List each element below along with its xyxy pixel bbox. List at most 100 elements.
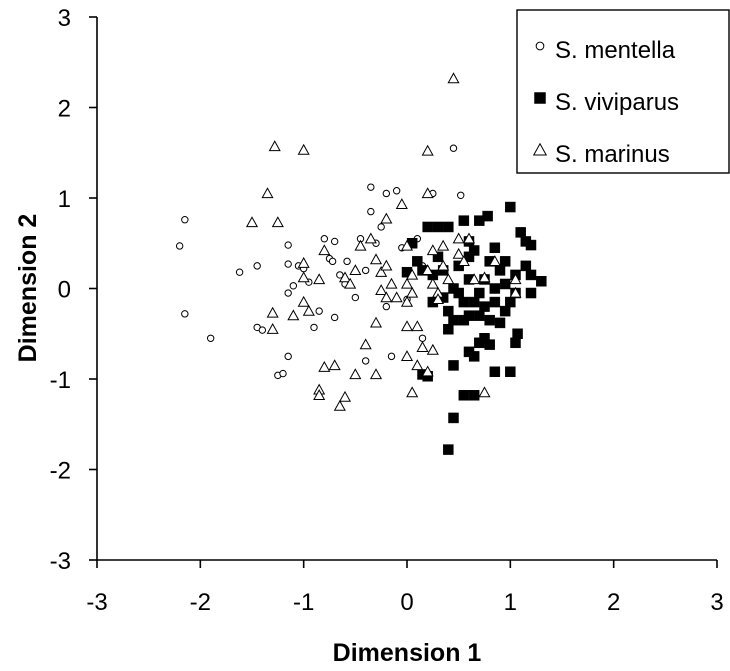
point-s-marinus: [457, 255, 470, 267]
point-s-marinus: [395, 198, 408, 209]
point-s-marinus: [328, 359, 341, 371]
point-s-mentella: [330, 313, 339, 322]
point-s-mentella: [351, 293, 360, 302]
x-tick-label: 0: [400, 589, 413, 616]
point-s-mentella: [284, 241, 292, 249]
point-s-mentella: [418, 334, 427, 342]
point-s-marinus: [313, 273, 326, 285]
y-axis-title: Dimension 2: [14, 214, 42, 363]
point-s-viviparus: [474, 337, 485, 349]
point-s-viviparus: [510, 337, 521, 349]
point-s-marinus: [268, 140, 281, 152]
legend: S. mentella S. viviparus S. marinus: [516, 9, 730, 174]
point-s-mentella: [382, 189, 391, 198]
legend-box: [516, 9, 730, 174]
point-s-viviparus: [468, 296, 480, 308]
point-s-mentella: [382, 302, 391, 311]
point-s-viviparus: [499, 278, 511, 290]
point-s-viviparus: [474, 287, 485, 299]
point-s-viviparus: [482, 210, 493, 222]
point-s-viviparus: [443, 305, 454, 317]
point-s-viviparus: [494, 317, 506, 329]
point-s-marinus: [380, 212, 393, 224]
point-s-mentella: [320, 235, 329, 243]
point-s-viviparus: [499, 305, 511, 317]
point-s-viviparus: [489, 283, 501, 294]
point-s-mentella: [175, 242, 184, 250]
point-s-viviparus: [458, 215, 470, 226]
point-s-marinus: [349, 368, 362, 380]
point-s-marinus: [437, 259, 450, 271]
y-tick-label: -1: [50, 367, 71, 394]
point-s-mentella: [330, 237, 339, 246]
point-s-mentella: [367, 207, 375, 216]
point-s-mentella: [361, 357, 370, 365]
point-s-marinus: [411, 320, 424, 332]
point-s-marinus: [462, 232, 476, 244]
point-s-marinus: [452, 232, 465, 244]
point-s-marinus: [369, 253, 383, 265]
point-s-mentella: [367, 183, 375, 191]
point-s-marinus: [385, 277, 398, 289]
point-s-viviparus: [499, 256, 511, 267]
point-s-mentella: [181, 216, 189, 224]
point-s-marinus: [400, 277, 414, 289]
point-s-mentella: [253, 262, 261, 270]
point-s-marinus: [447, 72, 460, 84]
legend-marker-s-mentella: [535, 41, 545, 51]
legend-marker-s-viviparus: [534, 92, 546, 104]
point-s-viviparus: [525, 269, 537, 281]
point-s-marinus: [287, 309, 300, 321]
point-s-marinus: [261, 187, 274, 199]
point-s-marinus: [416, 341, 429, 352]
point-s-viviparus: [484, 339, 495, 350]
point-s-marinus: [406, 268, 419, 280]
y-tick-label: 2: [58, 96, 71, 123]
data-points: [175, 72, 547, 455]
point-s-mentella: [284, 289, 292, 297]
point-s-marinus: [338, 271, 352, 283]
point-s-viviparus: [463, 310, 475, 321]
point-s-viviparus: [468, 351, 480, 362]
point-s-marinus: [400, 350, 414, 362]
point-s-marinus: [478, 271, 491, 283]
point-s-viviparus: [505, 366, 516, 378]
point-s-viviparus: [443, 221, 454, 233]
point-s-viviparus: [422, 221, 433, 233]
point-s-marinus: [344, 277, 357, 289]
legend-label-s-mentella: S. mentella: [555, 37, 676, 64]
point-s-marinus: [302, 304, 315, 316]
point-s-mentella: [279, 369, 287, 378]
point-s-mentella: [284, 260, 292, 268]
x-tick-label: 3: [710, 589, 723, 616]
point-s-mentella: [284, 352, 292, 361]
point-s-viviparus: [494, 265, 506, 276]
legend-label-s-viviparus: S. viviparus: [555, 89, 679, 116]
point-s-viviparus: [489, 242, 501, 254]
point-s-marinus: [509, 286, 522, 298]
point-s-marinus: [437, 239, 450, 251]
point-s-mentella: [457, 191, 465, 199]
point-s-mentella: [377, 223, 385, 231]
point-s-marinus: [380, 259, 393, 271]
point-s-marinus: [426, 343, 439, 355]
point-s-viviparus: [474, 310, 485, 321]
point-s-marinus: [354, 239, 367, 251]
point-s-viviparus: [458, 296, 470, 308]
point-s-marinus: [369, 316, 383, 328]
point-s-viviparus: [505, 201, 516, 213]
point-s-viviparus: [512, 328, 523, 339]
x-tick-label: -1: [293, 589, 314, 616]
point-s-marinus: [380, 291, 393, 303]
point-s-marinus: [478, 386, 491, 398]
point-s-viviparus: [479, 301, 490, 312]
y-tick-label: 3: [58, 5, 71, 32]
point-s-mentella: [181, 310, 189, 318]
point-s-marinus: [452, 247, 465, 259]
point-s-viviparus: [448, 283, 459, 294]
point-s-marinus: [271, 216, 284, 228]
point-s-mentella: [387, 352, 396, 361]
x-tick-label: -2: [190, 589, 211, 616]
